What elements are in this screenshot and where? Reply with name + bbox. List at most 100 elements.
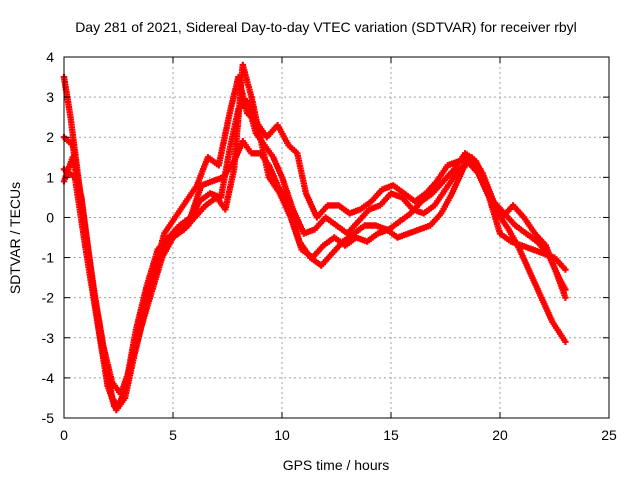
- data-point-marker: [202, 195, 218, 209]
- data-point-marker: [505, 226, 522, 251]
- data-point-marker: [562, 294, 569, 301]
- data-point-marker: [512, 222, 528, 236]
- data-point-marker: [78, 194, 96, 283]
- data-point-marker: [117, 369, 132, 398]
- data-point-marker: [496, 230, 513, 244]
- data-point-marker: [313, 203, 330, 221]
- data-point-marker: [100, 342, 115, 383]
- data-point-marker: [172, 200, 188, 221]
- data-point-marker: [320, 235, 336, 249]
- y-tick-label: 0: [46, 209, 54, 225]
- data-point-marker: [239, 138, 254, 155]
- data-point-marker: [276, 190, 293, 219]
- data-point-marker: [69, 154, 85, 199]
- data-point-marker: [440, 167, 456, 185]
- data-point-marker: [549, 318, 568, 343]
- data-point-marker: [161, 216, 177, 237]
- data-point-marker: [472, 158, 490, 187]
- data-point-marker: [427, 212, 443, 229]
- data-point-marker: [342, 235, 358, 249]
- data-point-marker: [494, 210, 511, 231]
- data-point-marker: [464, 158, 480, 175]
- data-point-marker: [217, 148, 233, 201]
- data-point-marker: [60, 73, 74, 118]
- data-point-marker: [331, 234, 347, 248]
- data-point-marker: [376, 191, 393, 209]
- data-point-marker: [335, 202, 351, 216]
- data-point-marker: [355, 207, 371, 225]
- data-point-marker: [298, 246, 314, 260]
- data-point-marker: [437, 192, 454, 217]
- data-point-marker: [531, 230, 548, 247]
- data-point-marker: [357, 199, 373, 213]
- data-point-marker: [196, 191, 212, 205]
- data-point-marker: [137, 292, 154, 333]
- y-axis-label: SDTVAR / TECUs: [7, 182, 23, 294]
- data-point-marker: [322, 214, 338, 228]
- data-point-marker: [278, 174, 296, 211]
- data-point-marker: [169, 227, 186, 241]
- data-point-marker: [368, 187, 384, 205]
- data-point-marker: [562, 266, 569, 273]
- data-point-marker: [265, 174, 282, 195]
- data-point-marker: [182, 184, 199, 205]
- data-point-marker: [461, 150, 478, 164]
- data-point-marker: [523, 230, 539, 244]
- data-point-marker: [287, 214, 304, 251]
- data-layer: [60, 61, 569, 414]
- data-point-marker: [411, 191, 428, 205]
- data-point-marker: [520, 214, 537, 235]
- data-point-marker: [239, 61, 254, 98]
- data-point-marker: [422, 179, 439, 197]
- y-tick-label: 1: [46, 169, 54, 185]
- y-tick-label: -5: [42, 410, 55, 426]
- data-point-marker: [442, 172, 459, 193]
- data-point-marker: [230, 64, 246, 173]
- y-tick-label: -3: [42, 330, 55, 346]
- data-point-marker: [400, 190, 417, 204]
- x-tick-label: 20: [492, 427, 508, 443]
- data-point-marker: [483, 182, 501, 215]
- data-point-marker: [431, 188, 448, 209]
- data-point-marker: [542, 242, 559, 275]
- data-point-marker: [150, 232, 167, 277]
- series-track-3: [60, 73, 569, 414]
- data-point-marker: [289, 206, 306, 235]
- data-point-marker: [551, 254, 567, 272]
- data-point-marker: [222, 168, 237, 213]
- data-point-marker: [311, 216, 328, 233]
- data-point-marker: [104, 382, 119, 411]
- data-point-marker: [538, 294, 555, 323]
- data-point-marker: [257, 134, 272, 178]
- data-point-marker: [407, 199, 424, 217]
- data-point-marker: [204, 154, 221, 168]
- y-tick-label: -4: [42, 370, 55, 386]
- data-point-marker: [180, 216, 197, 233]
- x-tick-label: 25: [601, 427, 617, 443]
- data-point-marker: [429, 179, 445, 197]
- data-point-marker: [433, 164, 450, 185]
- data-point-marker: [509, 202, 526, 219]
- y-tick-label: 4: [46, 49, 54, 65]
- x-axis-label: GPS time / hours: [283, 457, 390, 473]
- data-point-marker: [390, 182, 406, 196]
- data-point-marker: [562, 338, 569, 345]
- data-point-marker: [516, 246, 533, 275]
- data-point-marker: [309, 244, 326, 261]
- data-point-marker: [126, 329, 143, 374]
- data-point-marker: [396, 211, 412, 225]
- data-point-marker: [333, 222, 349, 236]
- data-point-marker: [420, 203, 436, 217]
- y-tick-label: 3: [46, 89, 54, 105]
- data-point-marker: [418, 191, 434, 205]
- data-point-marker: [553, 270, 568, 299]
- data-point-marker: [350, 223, 367, 237]
- series-track-4: [60, 61, 569, 398]
- data-point-marker: [248, 93, 263, 138]
- data-point-marker: [215, 112, 233, 169]
- data-point-marker: [398, 194, 415, 211]
- x-tick-label: 5: [169, 427, 177, 443]
- x-tick-label: 0: [60, 427, 68, 443]
- data-point-marker: [89, 278, 106, 347]
- data-point-marker: [363, 231, 380, 245]
